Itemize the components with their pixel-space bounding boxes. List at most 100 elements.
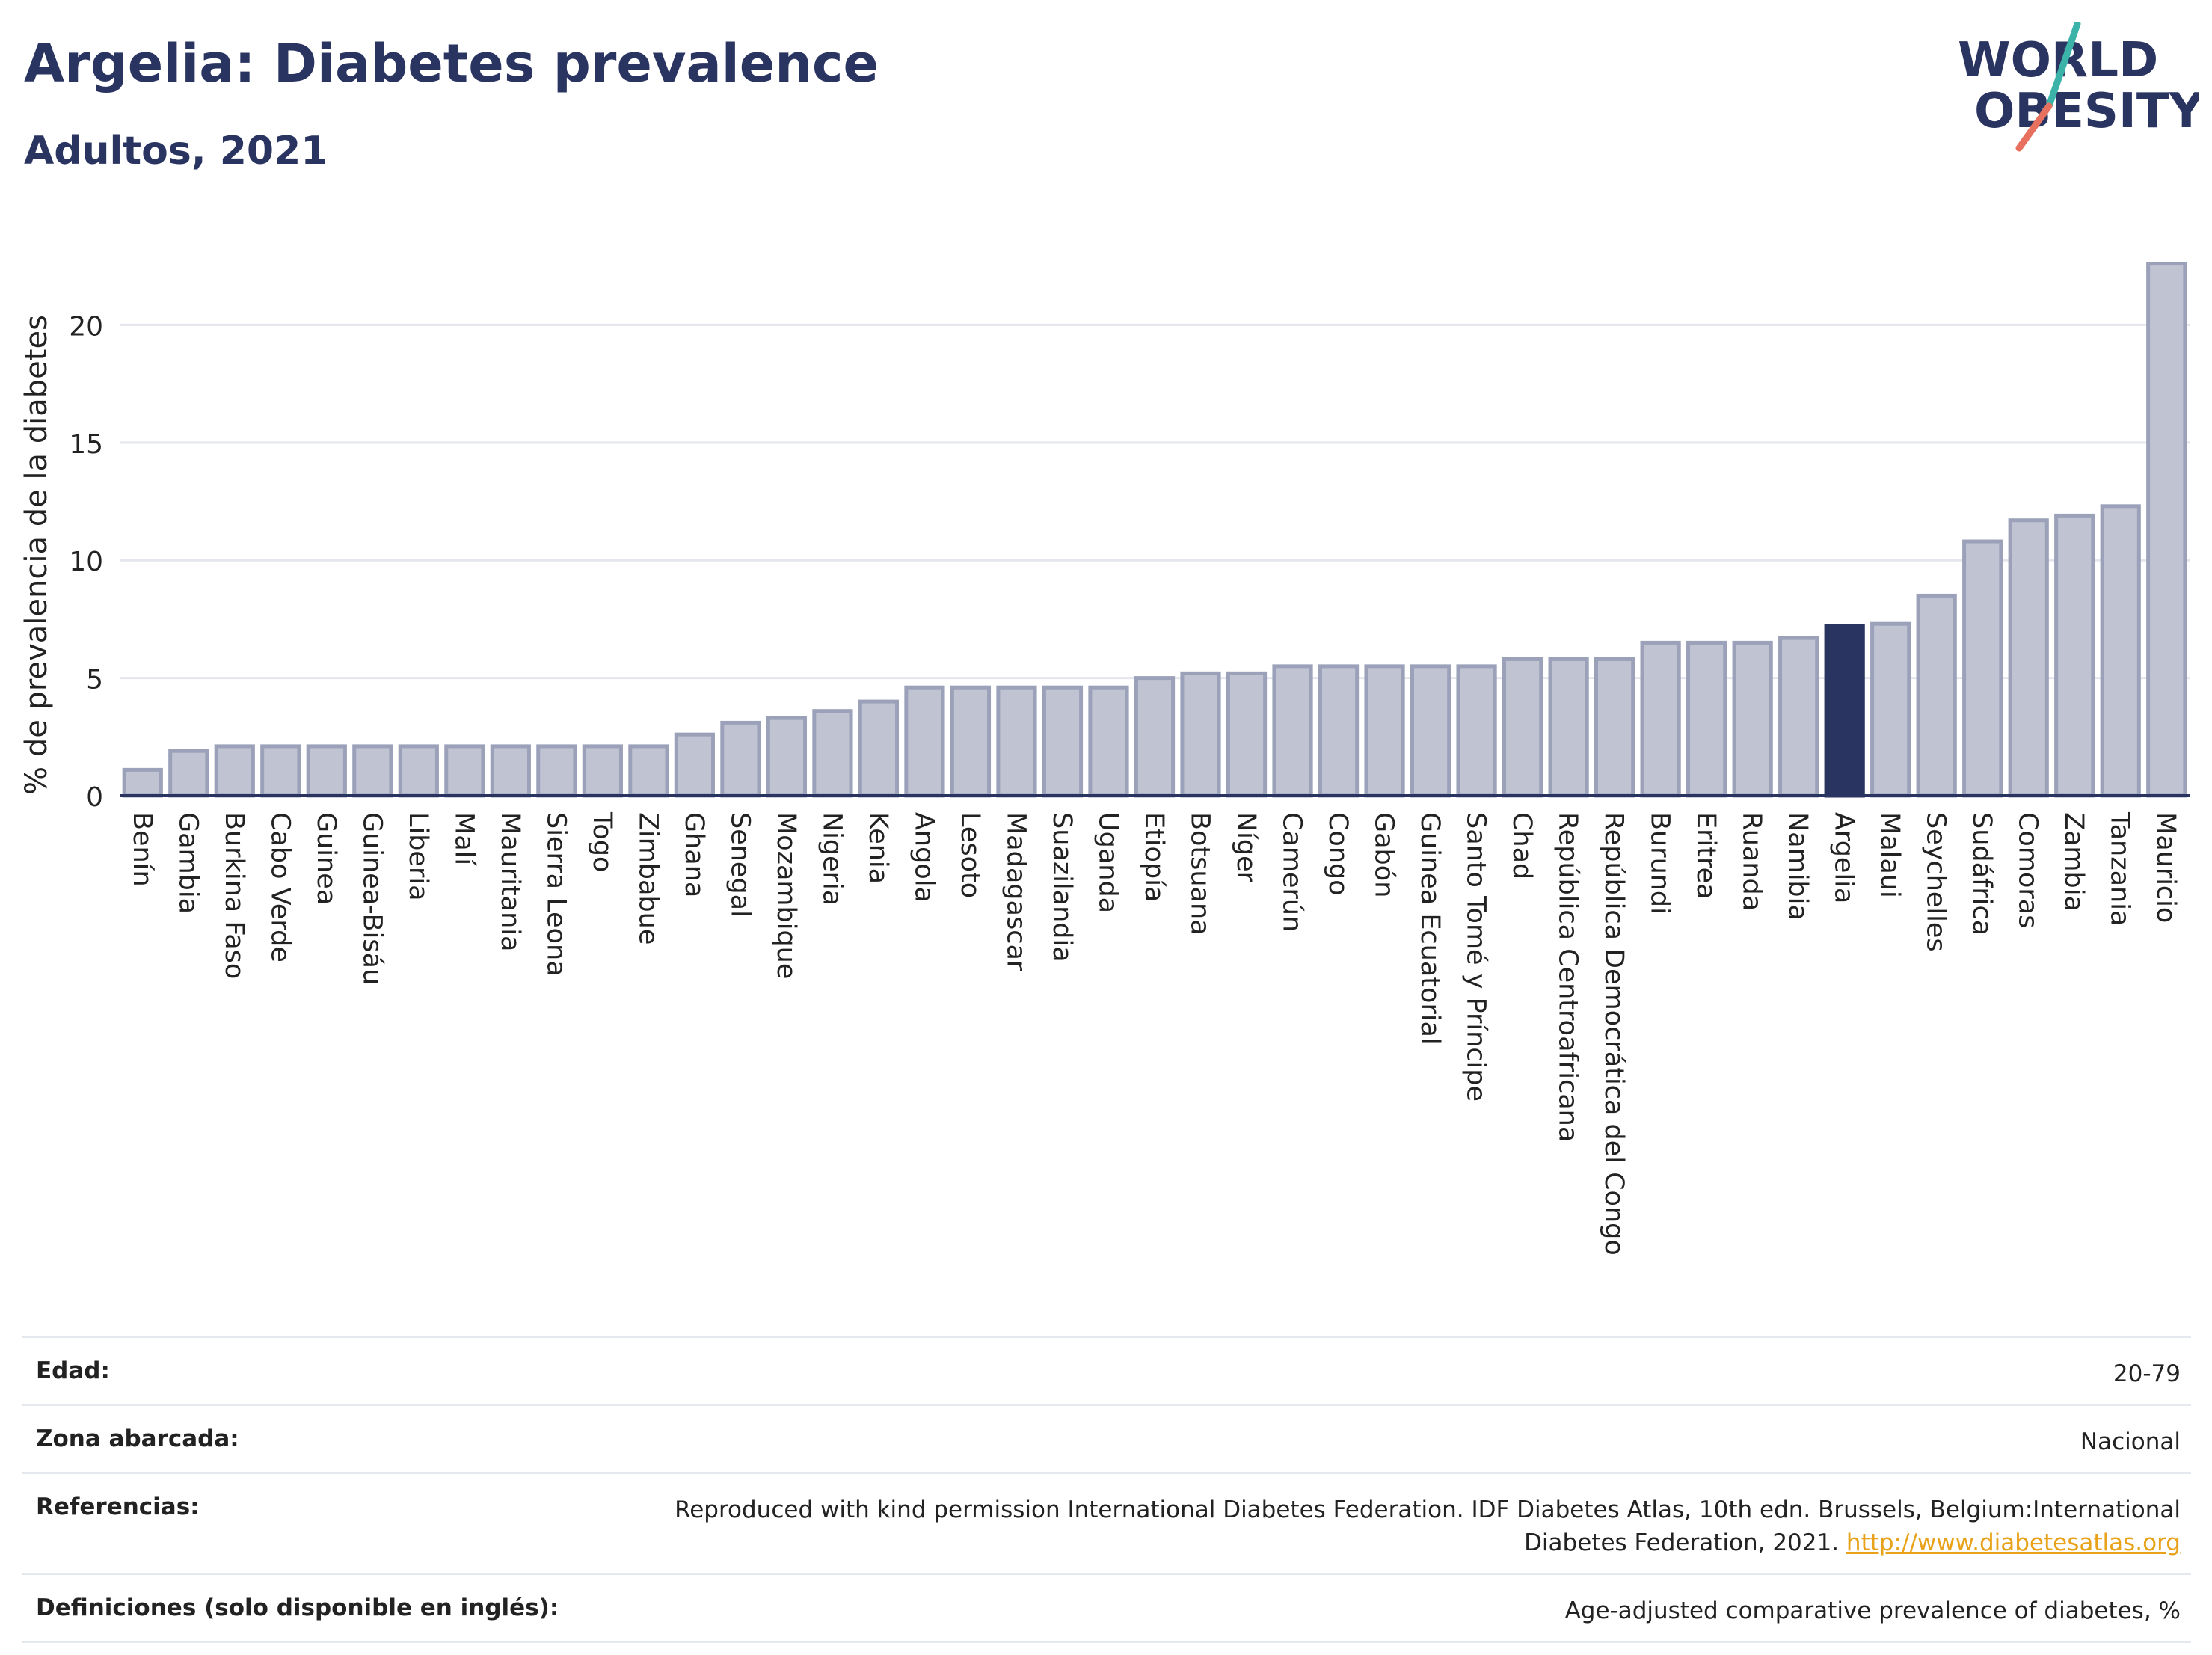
meta-age-label: Edad:: [36, 1357, 110, 1384]
meta-ref-value: Reproduced with kind permission Internat…: [675, 1496, 2181, 1556]
bar-guinea-ecuatorial: [1410, 664, 1451, 798]
x-tick-label: Sierra Leona: [541, 812, 571, 977]
meta-def-label: Definiciones (solo disponible en inglés)…: [36, 1594, 559, 1621]
x-tick-label: Suazilandia: [1047, 812, 1077, 962]
world-obesity-logo: WORLD OBESITY: [1958, 22, 2199, 152]
x-tick-label: República Centroafricana: [1553, 812, 1583, 1142]
x-tick-label: Argelia: [1829, 812, 1859, 903]
bar-angola: [904, 685, 945, 798]
y-tick-label: 5: [86, 665, 103, 696]
bar-tanzania: [2100, 504, 2141, 798]
bar-nigeria: [812, 709, 853, 798]
x-tick-label: Comoras: [2013, 812, 2043, 928]
bar-sudáfrica: [1962, 539, 2003, 798]
bar-kenia: [858, 699, 900, 798]
x-tick-label: Kenia: [863, 812, 893, 884]
x-tick-label: Uganda: [1093, 812, 1122, 913]
x-tick-label: Burundi: [1645, 812, 1675, 915]
bar-camerún: [1272, 664, 1313, 798]
logo-slash-teal: [2045, 22, 2081, 110]
y-axis-label: % de prevalencia de la diabetes: [19, 315, 54, 795]
x-tick-label: Ruanda: [1737, 812, 1767, 911]
bar-república-democrática-del-congo: [1594, 657, 1635, 798]
meta-area-label: Zona abarcada:: [36, 1425, 239, 1452]
x-tick-label: Mauricio: [2151, 812, 2181, 923]
meta-ref-text: Reproduced with kind permission Internat…: [610, 1493, 2181, 1559]
x-tick-label: Mozambique: [771, 812, 801, 979]
x-tick-label: Madagascar: [1001, 812, 1030, 971]
x-tick-label: República Democrática del Congo: [1599, 812, 1629, 1256]
bar-níger: [1226, 671, 1268, 798]
x-tick-label: Congo: [1323, 812, 1353, 896]
x-tick-label: Guinea-Bisáu: [357, 812, 387, 985]
x-tick-label: Nigeria: [817, 812, 847, 906]
bar-gambia: [168, 749, 209, 798]
x-tick-label: Santo Tomé y Príncipe: [1461, 812, 1491, 1102]
bar-chart: 0 5 10 15 20 Benín Gambia Burkina Faso Cabo Verd…: [19, 262, 2190, 1256]
x-tick-label: Liberia: [403, 812, 433, 901]
logo-word-obesity: OBESITY: [1974, 84, 2199, 139]
bar-madagascar: [996, 685, 1037, 798]
bar-seychelles: [1916, 593, 1957, 798]
bar-zambia: [2054, 513, 2095, 798]
meta-row-age: Edad: 20-79: [22, 1336, 2191, 1404]
meta-area-value: Nacional: [2080, 1428, 2181, 1455]
x-tick-label: Botsuana: [1185, 812, 1215, 936]
bar-congo: [1318, 664, 1360, 798]
meta-age-value: 20-79: [2113, 1360, 2181, 1387]
x-tick-label: Tanzania: [2105, 811, 2135, 926]
x-tick-label: Namibia: [1783, 812, 1813, 921]
bar-suazilandia: [1042, 685, 1084, 798]
x-tick-label: Gabón: [1369, 812, 1399, 897]
meta-ref-link[interactable]: http://www.diabetesatlas.org: [1846, 1529, 2181, 1556]
bar-benín: [122, 767, 163, 798]
x-tick-label: Burkina Faso: [219, 812, 249, 979]
bar-togo: [582, 744, 623, 798]
bar-botsuana: [1180, 671, 1221, 798]
x-tick-label: Etiopía: [1139, 812, 1169, 902]
x-tick-label: Malaui: [1875, 812, 1905, 898]
bar-mozambique: [766, 716, 808, 798]
x-tick-label: Seychelles: [1921, 812, 1951, 952]
bar-eritrea: [1686, 640, 1727, 798]
x-tick-label: Cabo Verde: [265, 812, 295, 962]
x-tick-label: Eritrea: [1691, 812, 1721, 900]
bar-liberia: [398, 744, 439, 798]
x-tick-label: Lesoto: [955, 812, 985, 898]
x-tick-label: Senegal: [725, 812, 755, 918]
bar-gabón: [1364, 664, 1405, 798]
bars-layer: [122, 262, 2187, 798]
bar-uganda: [1088, 685, 1129, 798]
bar-burkina-faso: [214, 744, 255, 798]
x-tick-label: Chad: [1507, 812, 1537, 879]
bar-etiopía: [1134, 676, 1176, 798]
x-tick-label: Sudáfrica: [1967, 812, 1997, 936]
bar-chad: [1502, 657, 1543, 798]
logo-slash-coral: [2015, 102, 2053, 152]
x-tick-label: Mauritania: [495, 812, 525, 951]
bar-lesoto: [950, 685, 992, 798]
bar-malí: [444, 744, 485, 798]
x-tick-label: Benín: [127, 812, 157, 887]
bar-burundi: [1640, 640, 1681, 798]
chart-subtitle: Adultos, 2021: [24, 129, 328, 174]
meta-ref-label: Referencias:: [36, 1493, 200, 1520]
bar-malaui: [1870, 621, 1911, 798]
x-tick-label: Gambia: [173, 812, 203, 914]
x-tick-label: Malí: [449, 812, 479, 866]
bar-sierra-leona: [536, 744, 577, 798]
meta-row-definitions: Definiciones (solo disponible en inglés)…: [22, 1573, 2191, 1643]
chart-title: Argelia: Diabetes prevalence: [24, 33, 879, 94]
axis-layer: 0 5 10 15 20 Benín Gambia Burkina Faso Cabo Verd…: [69, 311, 2190, 1256]
x-tick-label: Angola: [909, 812, 938, 903]
x-tick-label: Ghana: [679, 812, 709, 897]
x-tick-label: Togo: [587, 811, 617, 872]
y-tick-label: 15: [69, 429, 103, 460]
metadata-table: Edad: 20-79 Zona abarcada: Nacional Refe…: [22, 1336, 2191, 1643]
bar-zimbabue: [628, 744, 669, 798]
x-tick-label: Níger: [1231, 812, 1261, 883]
bar-guinea: [306, 744, 347, 798]
x-tick-label: Zambia: [2059, 812, 2089, 912]
bar-cabo-verde: [260, 744, 301, 798]
meta-def-value: Age-adjusted comparative prevalence of d…: [1564, 1597, 2181, 1624]
